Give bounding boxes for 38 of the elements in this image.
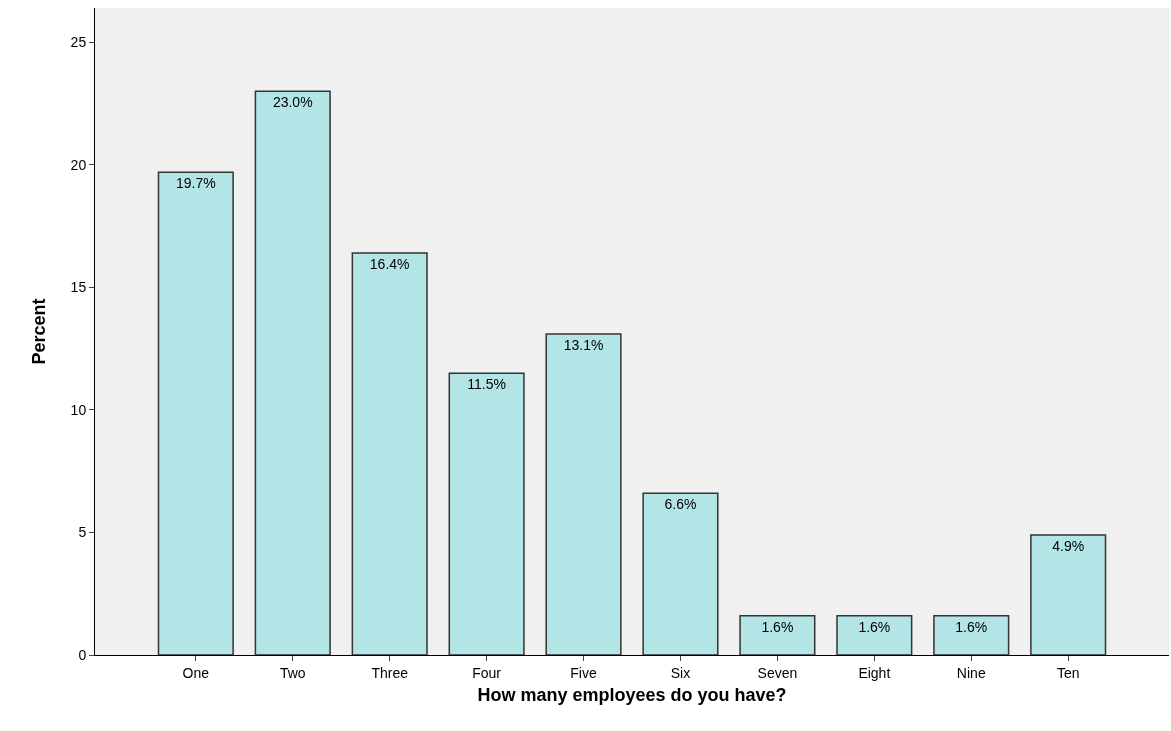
- x-tick-label: Two: [279, 664, 306, 681]
- data-label: 1.6%: [858, 618, 891, 635]
- x-tick-label: Three: [371, 664, 409, 681]
- x-tick-label: Five: [570, 664, 597, 681]
- x-tick-label: Ten: [1056, 664, 1080, 681]
- y-tick-label: 10: [70, 401, 87, 418]
- x-tick-label: Nine: [956, 664, 986, 681]
- y-tick-label: 15: [70, 279, 87, 296]
- bar: [933, 615, 1010, 655]
- x-axis-title: How many employees do you have?: [477, 684, 787, 705]
- data-label: 16.4%: [369, 256, 410, 273]
- y-tick-label: 20: [70, 156, 87, 173]
- data-label: 13.1%: [563, 336, 604, 353]
- x-tick-label: Four: [472, 664, 502, 681]
- bar: [642, 492, 719, 655]
- x-tick-label: Six: [670, 664, 691, 681]
- data-label: 6.6%: [664, 496, 697, 513]
- x-tick-label: One: [182, 664, 210, 681]
- bar: [1030, 534, 1107, 655]
- bar: [157, 171, 234, 655]
- bar: [836, 615, 913, 655]
- bar: [448, 372, 525, 655]
- data-label: 1.6%: [955, 618, 988, 635]
- bar: [254, 90, 331, 655]
- data-label: 19.7%: [175, 175, 216, 192]
- x-tick-label: Seven: [757, 664, 798, 681]
- data-label: 4.9%: [1052, 537, 1085, 554]
- bar: [739, 615, 816, 655]
- data-label: 11.5%: [467, 376, 506, 393]
- x-tick-label: Eight: [858, 664, 891, 681]
- data-label: 1.6%: [761, 618, 794, 635]
- data-label: 23.0%: [272, 94, 313, 111]
- bar: [351, 252, 428, 655]
- y-tick-label: 5: [78, 524, 87, 541]
- y-axis-title: Percent: [28, 298, 49, 365]
- bar: [545, 333, 622, 655]
- y-tick-label: 0: [78, 646, 87, 663]
- y-tick-label: 25: [70, 34, 87, 51]
